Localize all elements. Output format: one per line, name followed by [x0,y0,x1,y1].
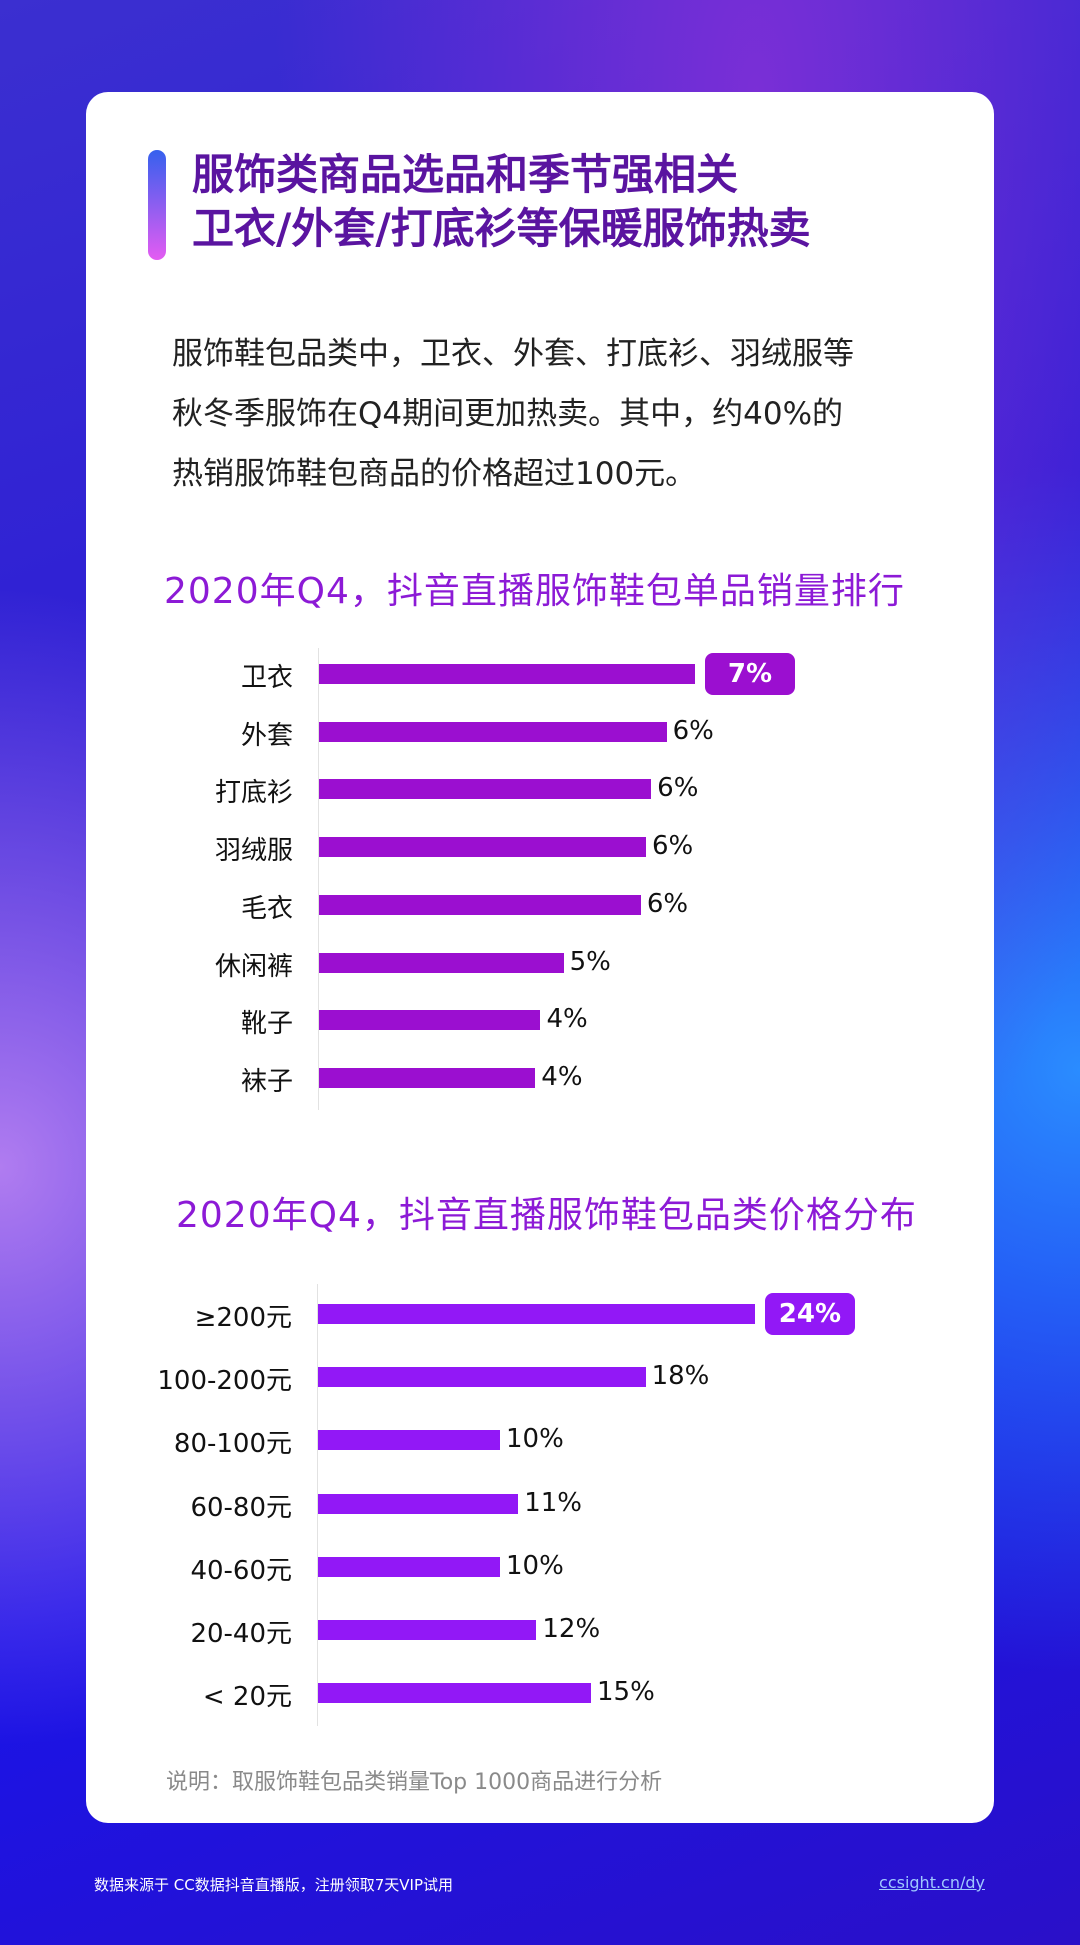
category-label: 40-60元 [190,1555,292,1586]
bar [319,664,695,684]
bar [319,952,564,973]
bar [318,1493,519,1514]
value-label: 6% [652,831,694,862]
category-label: 打底衫 [214,778,293,809]
category-label: 20-40元 [190,1619,292,1649]
chart-axis-line [317,1284,318,1726]
chart-1-title: 2020年Q4，抖音直播服饰鞋包单品销量排行 [164,571,905,612]
title-accent-bar [148,150,166,260]
category-label: 80-100元 [173,1429,292,1460]
bar [318,1556,500,1577]
category-label: ≥200元 [194,1303,292,1333]
category-label: 羽绒服 [214,836,293,867]
category-label: 袜子 [240,1066,293,1097]
value-label: 4% [541,1061,583,1092]
chart-axis-line [318,648,319,1110]
value-label: 6% [646,888,689,919]
value-label: 10% [506,1550,564,1581]
category-label: 毛衣 [240,893,293,924]
intro-line-3: 热销服饰鞋包商品的价格超过100元。 [172,456,697,492]
category-label: 100-200元 [157,1366,292,1397]
category-label: 外套 [240,720,293,751]
footer-source: 数据来源于 CC数据抖音直播版，注册领取7天VIP试用 [94,1876,453,1894]
bar [319,894,641,915]
intro-paragraph: 服饰鞋包品类中，卫衣、外套、打底衫、羽绒服等 秋冬季服饰在Q4期间更加热卖。其中… [172,324,932,504]
bar [318,1304,755,1324]
bar [319,837,647,858]
bar [318,1620,537,1640]
value-label: 4% [546,1004,588,1035]
value-label: 11% [524,1487,582,1518]
value-label: 6% [672,715,714,746]
category-label: < 20元 [202,1682,292,1713]
page-title-line-2: 卫衣/外套/打底衫等保暖服饰热卖 [192,204,811,253]
category-label: 休闲裤 [214,951,293,982]
chart-note: 说明：取服饰鞋包品类销量Top 1000商品进行分析 [166,1770,663,1795]
price-distribution-chart: ≥200元 24% 100-200元 18% 80-100元 10% 60-80元 11% 40… [86,92,994,1823]
bar [319,721,667,742]
value-label: 5% [569,946,611,977]
category-label: 靴子 [240,1009,293,1040]
value-label: 18% [651,1361,710,1392]
footer-link[interactable]: ccsight.cn/dy [879,1873,985,1892]
bar [318,1367,646,1388]
bar [318,1683,591,1704]
highlight-value-badge: 7% [704,653,795,695]
category-label: 60-80元 [190,1492,292,1523]
content-card: 服饰类商品选品和季节强相关 卫衣/外套/打底衫等保暖服饰热卖 服饰鞋包品类中，卫… [86,92,994,1823]
page-title: 服饰类商品选品和季节强相关 卫衣/外套/打底衫等保暖服饰热卖 [192,148,952,256]
bar [319,1067,536,1088]
chart-2-title: 2020年Q4，抖音直播服饰鞋包品类价格分布 [176,1195,917,1236]
intro-line-1: 服饰鞋包品类中，卫衣、外套、打底衫、羽绒服等 [172,336,854,372]
value-label: 10% [506,1424,564,1455]
value-label: 6% [657,773,699,804]
bar [319,779,652,800]
bar [318,1430,500,1451]
highlight-value-badge: 24% [764,1293,856,1335]
value-label: 15% [597,1677,655,1708]
sales-ranking-chart: 卫衣 7% 外套 6% 打底衫 6% 羽绒服 6% 毛衣 6% 休闲裤 5% 靴子 4% 袜子 4% [86,92,994,1823]
bar [319,1010,541,1031]
category-label: 卫衣 [240,663,293,693]
page-title-line-1: 服饰类商品选品和季节强相关 [192,150,739,199]
value-label: 12% [542,1614,601,1644]
intro-line-2: 秋冬季服饰在Q4期间更加热卖。其中，约40%的 [172,396,844,432]
